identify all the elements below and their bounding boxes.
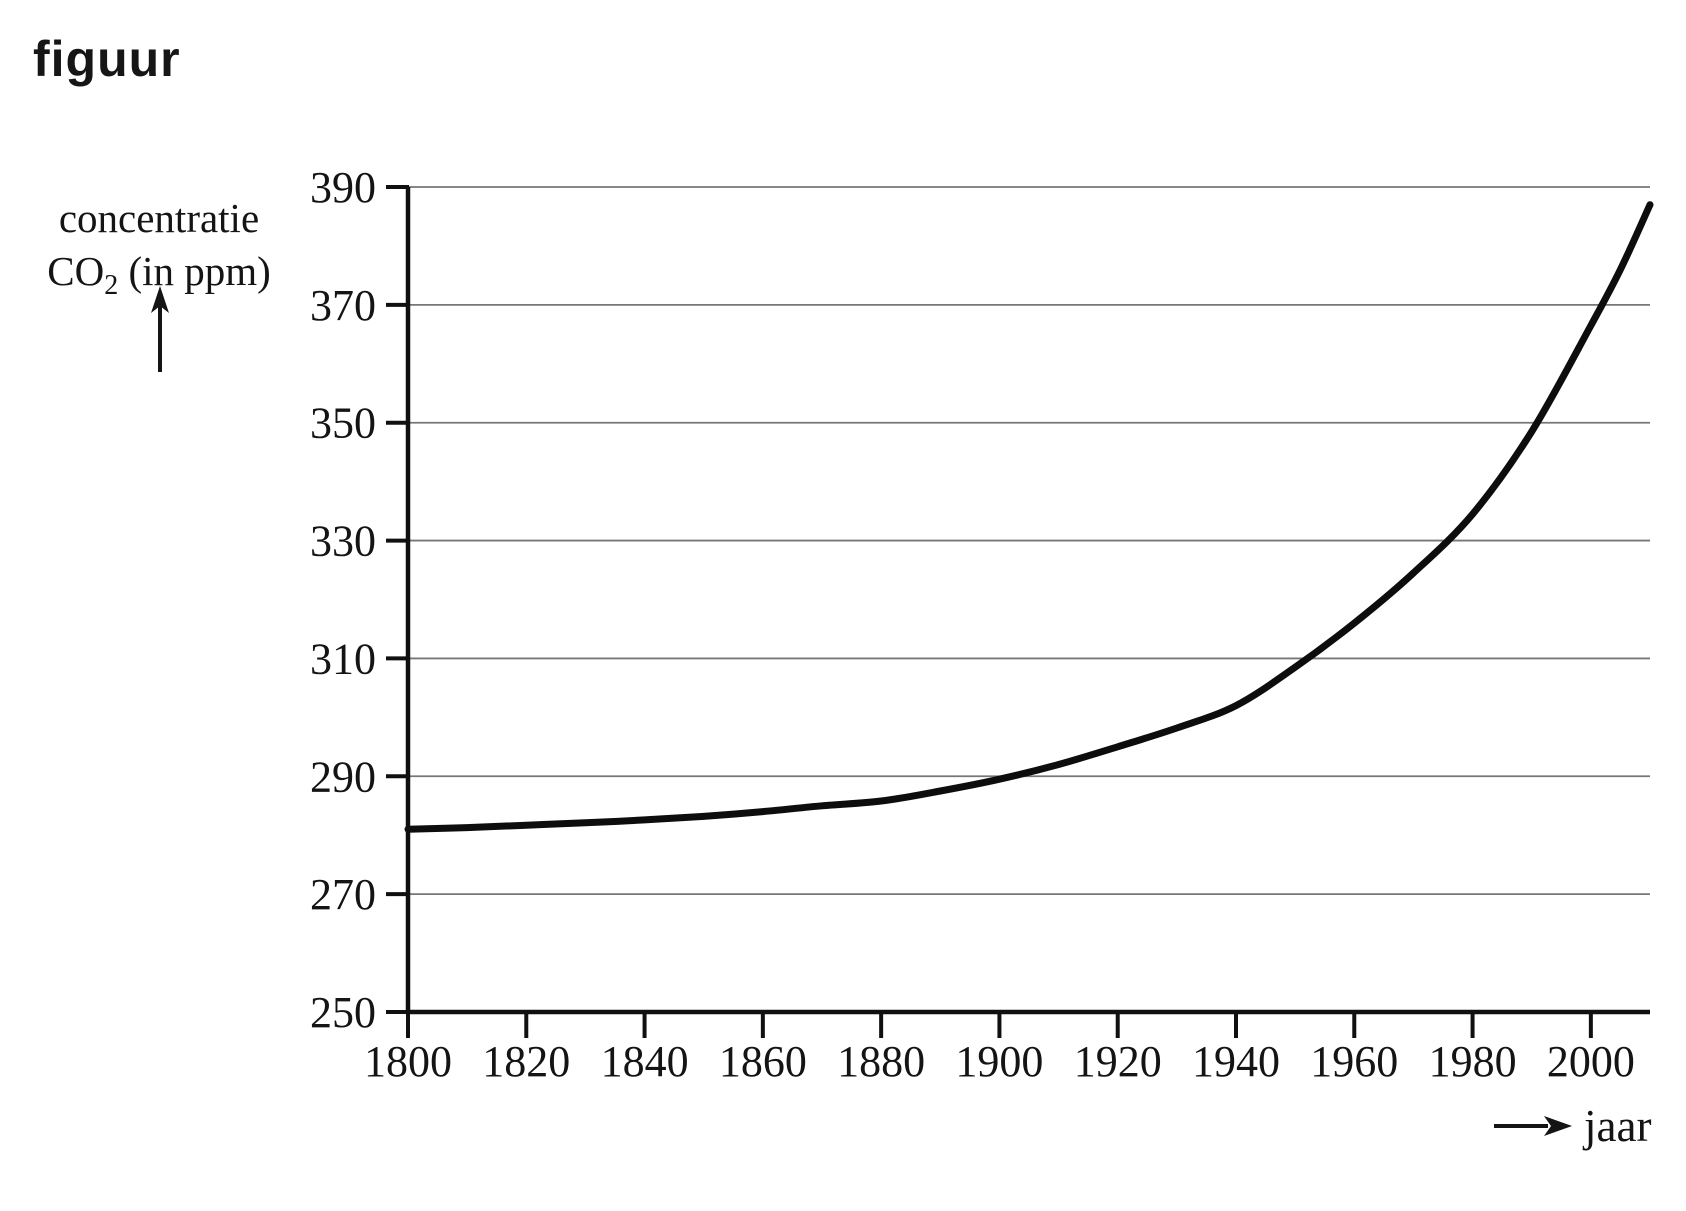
right-arrow-icon — [1494, 1116, 1572, 1136]
x-tick-label: 1840 — [601, 1037, 689, 1086]
y-tick-label: 390 — [310, 163, 376, 212]
y-axis-title-unit: (in ppm) — [118, 248, 271, 294]
x-tick-label: 1920 — [1074, 1037, 1162, 1086]
page-title: figuur — [33, 31, 181, 87]
y-tick-label: 290 — [310, 752, 376, 801]
x-tick-label: 1820 — [482, 1037, 570, 1086]
y-axis-title-line1: concentratie — [58, 195, 260, 241]
x-axis-title-label: jaar — [1584, 1101, 1652, 1151]
x-tick-label: 1900 — [955, 1037, 1043, 1086]
y-tick-label: 270 — [310, 870, 376, 919]
x-axis-title: jaar — [1492, 1100, 1651, 1152]
y-tick-label: 350 — [310, 399, 376, 448]
x-tick-label: 1960 — [1310, 1037, 1398, 1086]
x-tick-label: 1880 — [837, 1037, 925, 1086]
y-axis-title: concentratie CO2 (in ppm) — [18, 192, 300, 312]
y-tick-label: 310 — [310, 634, 376, 683]
x-tick-label: 1800 — [364, 1037, 452, 1086]
x-tick-label: 1860 — [719, 1037, 807, 1086]
y-tick-label: 250 — [310, 988, 376, 1037]
x-tick-label: 1940 — [1192, 1037, 1280, 1086]
co2-curve — [404, 201, 1654, 833]
y-axis-title-line2: CO2 (in ppm) — [18, 245, 300, 312]
up-arrow-icon — [151, 286, 169, 372]
y-tick-label: 370 — [310, 281, 376, 330]
x-tick-label: 2000 — [1547, 1037, 1635, 1086]
axes — [405, 187, 1650, 1015]
y-axis-title-co2: CO — [47, 248, 105, 294]
y-axis-title-co2-subscript: 2 — [104, 270, 119, 302]
y-tick-label: 330 — [310, 517, 376, 566]
x-tick-label: 1980 — [1429, 1037, 1517, 1086]
